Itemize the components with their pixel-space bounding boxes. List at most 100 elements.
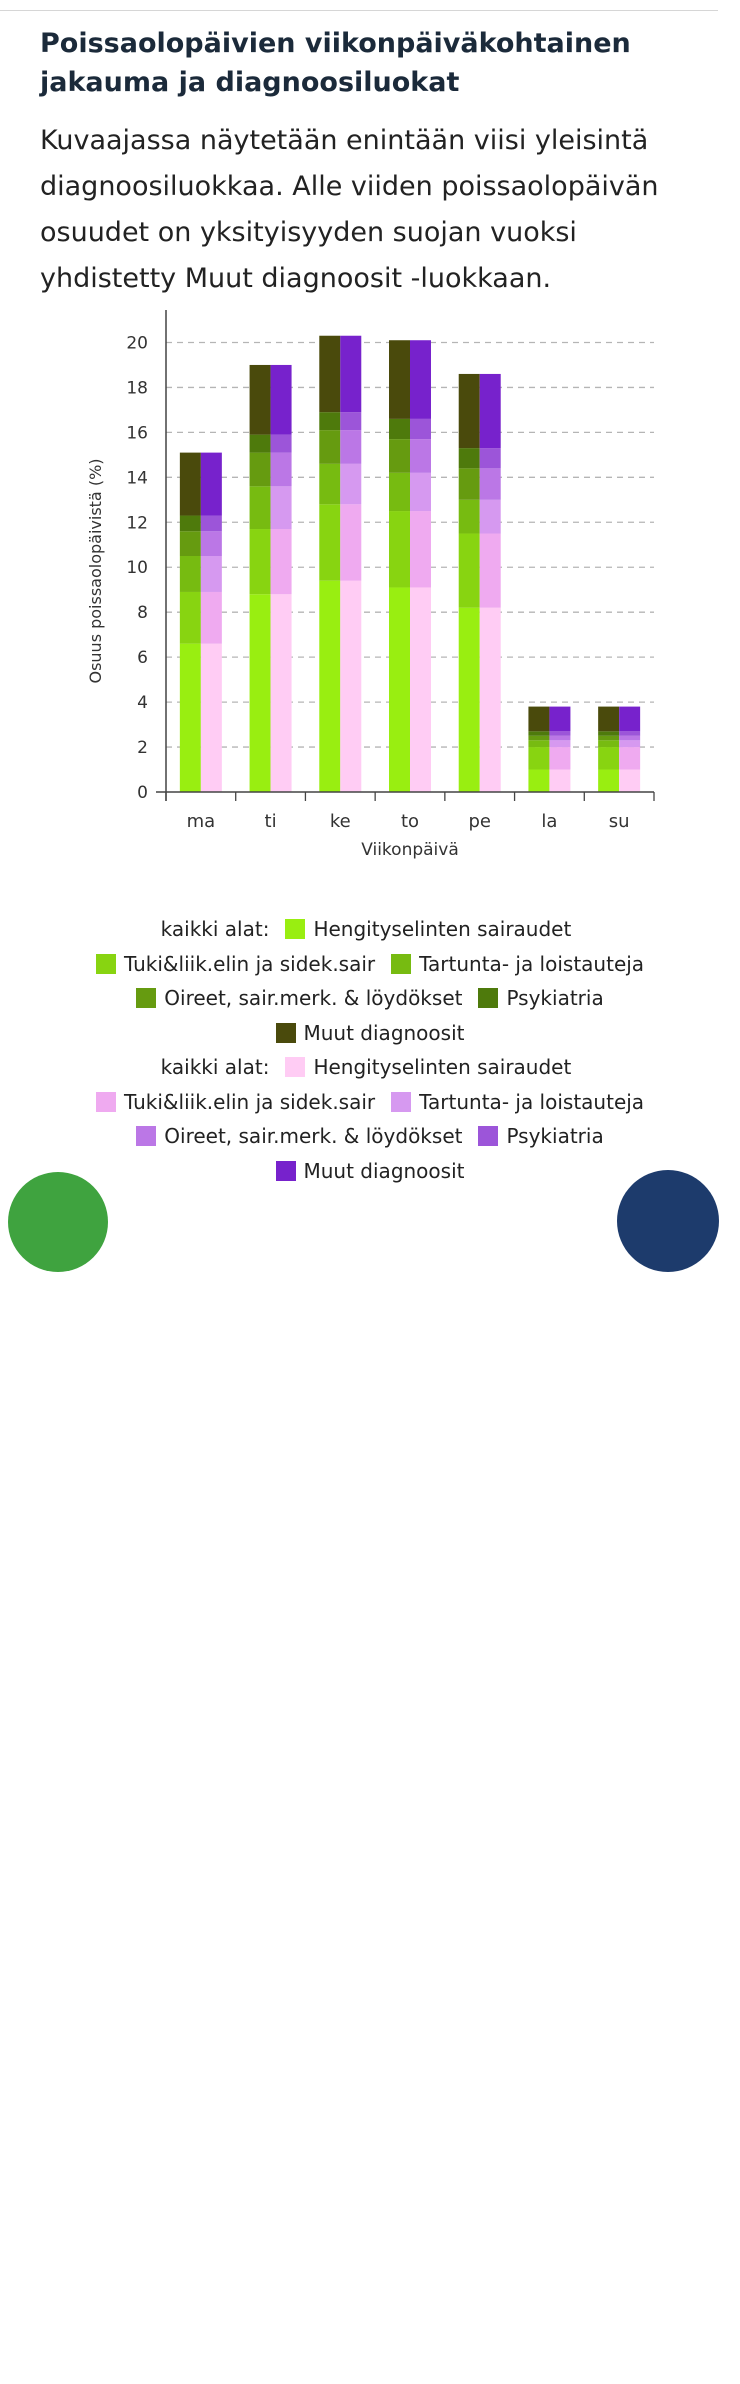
legend-label: Hengityselinten sairaudet bbox=[313, 917, 572, 942]
bar-segment bbox=[528, 706, 550, 732]
chart-subtitle: Kuvaajassa näytetään enintään viisi ylei… bbox=[40, 125, 659, 294]
bar-segment bbox=[619, 747, 641, 770]
bar-chart: 0 2 4 6 8 10 12 14 16 18 20 Osuus poissaolopäivistä… bbox=[86, 310, 655, 860]
legend-group-label: kaikki alat: bbox=[160, 1055, 270, 1080]
chart-legend: kaikki alat: Hengityselinten sairaudet Tuk… bbox=[60, 912, 680, 1188]
bar-segment bbox=[458, 468, 480, 500]
y-tick-label: 16 bbox=[126, 423, 148, 443]
legend-item[interactable]: Tartunta- ja loistauteja bbox=[391, 952, 644, 976]
bar-segment bbox=[549, 769, 571, 792]
legend-item[interactable]: Oireet, sair.merk. & löydökset bbox=[136, 986, 462, 1010]
y-tick-label: 8 bbox=[137, 603, 148, 623]
bar-segment bbox=[458, 448, 480, 469]
x-axis-label: Viikonpäivä bbox=[361, 840, 459, 860]
legend-item[interactable]: Tuki&liik.elin ja sidek.sair bbox=[95, 1090, 375, 1114]
legend-item[interactable]: Hengityselinten sairaudet bbox=[285, 1055, 571, 1079]
legend-item[interactable]: Oireet, sair.merk. & löydökset bbox=[136, 1124, 462, 1148]
chart-title: Poissaolopäivien viikonpäiväkohtainen ja… bbox=[40, 28, 631, 98]
bar-segment bbox=[458, 373, 480, 449]
bar-segment bbox=[179, 556, 201, 592]
bar-segment bbox=[319, 335, 341, 413]
legend-row: kaikki alat: Hengityselinten sairaudet bbox=[60, 1050, 680, 1085]
bar-segment bbox=[319, 463, 341, 505]
app-logo-icon[interactable] bbox=[8, 1172, 108, 1272]
bar-segment bbox=[340, 463, 362, 505]
bar-segment bbox=[340, 580, 362, 792]
bar-segment bbox=[179, 591, 201, 644]
x-tick-label: pe bbox=[468, 811, 491, 832]
legend-label: Hengityselinten sairaudet bbox=[313, 1055, 572, 1080]
bar-segment bbox=[270, 486, 292, 530]
legend-item[interactable]: Psykiatria bbox=[478, 1124, 604, 1149]
legend-swatch bbox=[391, 1091, 412, 1112]
bar-segment bbox=[270, 529, 292, 595]
bar-segment bbox=[249, 594, 271, 792]
bar-segment bbox=[340, 430, 362, 464]
legend-label: Muut diagnoosit bbox=[303, 1020, 465, 1045]
legend-row: Oireet, sair.merk. & löydökset Psykiatria bbox=[60, 1119, 680, 1154]
legend-item[interactable]: Psykiatria bbox=[478, 986, 604, 1010]
bar-segment bbox=[619, 769, 641, 792]
legend-item[interactable]: Tartunta- ja loistauteja bbox=[391, 1090, 644, 1114]
legend-swatch bbox=[95, 1091, 116, 1112]
legend-label: Tartunta- ja loistauteja bbox=[419, 1089, 645, 1114]
x-tick-label: ke bbox=[330, 811, 351, 832]
bar-segment bbox=[319, 430, 341, 464]
bar-segment bbox=[528, 735, 550, 741]
y-axis-label: Osuus poissaolopäivistä (%) bbox=[86, 458, 105, 683]
legend-row: Tuki&liik.elin ja sidek.sair Tartunta- ja… bbox=[60, 947, 680, 982]
legend-swatch bbox=[136, 1126, 157, 1147]
bar-segment bbox=[410, 340, 431, 419]
legend-group-label: kaikki alat: bbox=[160, 917, 270, 942]
bar-segment bbox=[528, 747, 550, 770]
bar-segment bbox=[549, 735, 571, 741]
bar-segment bbox=[389, 418, 410, 440]
bar-segment bbox=[249, 486, 271, 530]
legend-label: Oireet, sair.merk. & löydökset bbox=[164, 1124, 463, 1149]
bar-segment bbox=[479, 448, 501, 469]
bar-segment bbox=[598, 747, 620, 770]
bar-segment bbox=[598, 740, 620, 748]
x-tick-label: la bbox=[541, 811, 557, 832]
legend-item[interactable]: Muut diagnoosit bbox=[275, 1020, 465, 1045]
legend-label: Psykiatria bbox=[506, 1124, 604, 1149]
legend-swatch bbox=[285, 1057, 306, 1078]
legend-row: Muut diagnoosit bbox=[60, 1154, 680, 1189]
bar-segment bbox=[410, 418, 431, 440]
bar-segment bbox=[479, 373, 501, 449]
bar-segment bbox=[179, 515, 201, 532]
bar-segment bbox=[549, 706, 571, 732]
bar-segment bbox=[179, 452, 201, 516]
scroll-to-top-button[interactable] bbox=[617, 1170, 719, 1272]
legend-label: Oireet, sair.merk. & löydökset bbox=[164, 986, 463, 1011]
bar-segment bbox=[270, 434, 292, 453]
legend-row: Tuki&liik.elin ja sidek.sair Tartunta- ja… bbox=[60, 1085, 680, 1120]
bar-segment bbox=[200, 643, 222, 792]
bar-segment bbox=[200, 531, 222, 556]
y-tick-label: 0 bbox=[137, 783, 148, 803]
bar-segment bbox=[179, 531, 201, 556]
bar-segment bbox=[479, 468, 501, 500]
legend-item[interactable]: Hengityselinten sairaudet bbox=[285, 917, 571, 941]
y-tick-label: 4 bbox=[137, 693, 148, 713]
x-tick-label: su bbox=[609, 811, 630, 832]
legend-swatch bbox=[136, 988, 157, 1009]
bar-segment bbox=[479, 499, 501, 534]
bar-segment bbox=[458, 533, 480, 608]
legend-item[interactable]: Muut diagnoosit bbox=[275, 1159, 464, 1183]
y-tick-label: 14 bbox=[126, 468, 148, 488]
bar-segment bbox=[340, 412, 362, 431]
bar-segment bbox=[619, 740, 641, 748]
bar-segment bbox=[598, 769, 620, 792]
legend-item[interactable]: Tuki&liik.elin ja sidek.sair bbox=[95, 952, 375, 976]
bar-segment bbox=[458, 499, 480, 534]
legend-swatch bbox=[285, 919, 306, 940]
bar-segment bbox=[479, 533, 501, 608]
bar-segment bbox=[410, 511, 431, 588]
bar-segment bbox=[270, 594, 292, 792]
bar-segment bbox=[340, 504, 362, 581]
x-tick-label: ma bbox=[187, 811, 216, 832]
legend-swatch bbox=[391, 953, 412, 974]
bar-segment bbox=[249, 452, 271, 487]
y-tick-label: 12 bbox=[126, 513, 148, 533]
